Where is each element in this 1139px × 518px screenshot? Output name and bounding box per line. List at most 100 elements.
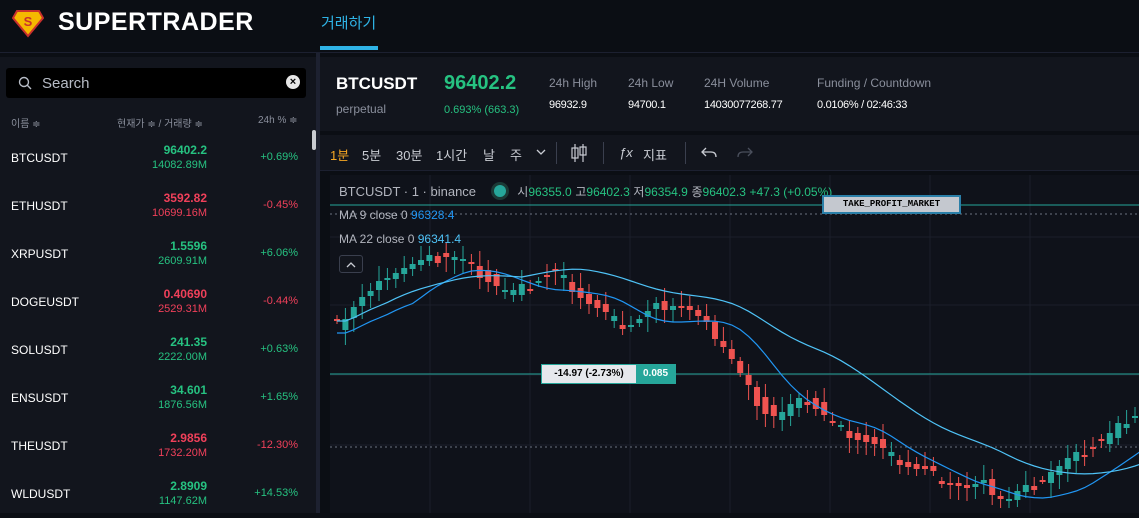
candle-body: [1006, 499, 1012, 501]
stat-value-low: 94700.1: [628, 99, 666, 111]
column-header-change[interactable]: 24h % ≑: [258, 115, 298, 126]
indicator-button[interactable]: 지표: [643, 148, 667, 163]
candle-body: [619, 325, 626, 329]
market-change: +1.65%: [260, 391, 298, 403]
timeframe-1h[interactable]: 1시간: [436, 148, 468, 163]
clear-search-icon[interactable]: ×: [286, 75, 300, 89]
market-change: +0.69%: [260, 151, 298, 163]
market-row-solusdt[interactable]: SOLUSDT 241.35 2222.00M +0.63%: [0, 324, 316, 372]
toolbar-separator: [685, 142, 686, 164]
ohlc-close-label: 종: [691, 185, 703, 199]
chevron-down-icon[interactable]: [536, 148, 546, 156]
candle-body: [686, 306, 693, 310]
candle-body: [476, 266, 483, 278]
candle-body: [1106, 433, 1113, 444]
ohlc-close-value: 96402.3: [702, 185, 746, 199]
candlestick-chart[interactable]: [330, 175, 1139, 513]
candle-body: [611, 316, 618, 321]
nav-tab-trade[interactable]: 거래하기: [321, 15, 377, 32]
market-row-ethusdt[interactable]: ETHUSDT 3592.82 10699.16M -0.45%: [0, 180, 316, 228]
market-row-ensusdt[interactable]: ENSUSDT 34.601 1876.56M +1.65%: [0, 372, 316, 420]
candlestick-type-icon[interactable]: [570, 143, 588, 163]
candle-body: [947, 483, 954, 485]
candle-body: [670, 306, 676, 310]
market-symbol: THEUSDT: [11, 439, 68, 453]
market-volume: 1876.56M: [158, 399, 207, 411]
nav-tab-underline: [320, 46, 378, 50]
candle-body: [577, 288, 584, 298]
sidebar-scrollbar[interactable]: [312, 130, 316, 150]
ma22-legend: MA 22 close 0 96341.4: [339, 232, 461, 246]
toolbar-separator: [556, 142, 557, 164]
price-chart[interactable]: BTCUSDT · 1 · binance 시96355.0 고96402.3 …: [330, 175, 1139, 513]
candle-body: [502, 290, 508, 292]
candle-body: [737, 361, 744, 373]
timeframe-5m[interactable]: 5분: [362, 148, 382, 163]
market-volume: 2529.31M: [158, 303, 207, 315]
search-placeholder: Search: [42, 75, 90, 92]
market-row-dogeusdt[interactable]: DOGEUSDT 0.40690 2529.31M -0.44%: [0, 276, 316, 324]
undo-icon[interactable]: [701, 146, 717, 160]
market-row-xrpusdt[interactable]: XRPUSDT 1.5596 2609.91M +6.06%: [0, 228, 316, 276]
candle-body: [518, 284, 525, 295]
market-row-theusdt[interactable]: THEUSDT 2.9856 1732.20M -12.30%: [0, 420, 316, 468]
candle-body: [586, 294, 592, 304]
position-quantity: 0.085: [642, 368, 669, 379]
candle-body: [854, 433, 861, 440]
candle-body: [392, 273, 399, 279]
ticker-header: BTCUSDT perpetual 96402.2 0.693% (663.3)…: [320, 57, 1139, 131]
candle-body: [1022, 485, 1029, 492]
market-row-wldusdt[interactable]: WLDUSDT 2.8909 1147.62M +14.53%: [0, 468, 316, 516]
candle-body: [594, 300, 601, 308]
candle-body: [569, 282, 576, 292]
market-symbol: SOLUSDT: [11, 343, 68, 357]
ma9-line: [337, 269, 1139, 499]
candle-body: [1132, 416, 1138, 418]
candle-body: [787, 404, 794, 416]
market-volume: 2609.91M: [158, 255, 207, 267]
market-price: 2.8909: [170, 479, 207, 493]
redo-icon[interactable]: [737, 146, 753, 160]
ma9-value: 96328.4: [411, 208, 455, 222]
candle-body: [443, 253, 450, 257]
candle-body: [896, 460, 903, 465]
timeframe-1m[interactable]: 1분: [330, 148, 350, 163]
superman-logo-icon: S: [12, 10, 44, 38]
candle-body: [762, 397, 769, 414]
market-change: -0.44%: [263, 295, 298, 307]
candle-body: [342, 319, 349, 330]
market-volume: 10699.16M: [151, 207, 207, 219]
candle-body: [460, 259, 466, 261]
ticker-subtitle: perpetual: [336, 102, 387, 116]
stat-label-low: 24h Low: [628, 76, 674, 90]
market-price: 34.601: [170, 383, 207, 397]
candle-body: [913, 464, 920, 469]
candle-body: [426, 255, 433, 261]
candle-body: [796, 398, 802, 408]
column-header-price-volume[interactable]: 현재가 ≑ / 거래량 ≑: [117, 119, 203, 130]
indicator-fx-icon[interactable]: ƒx: [619, 145, 633, 160]
candle-body: [728, 349, 735, 359]
search-input[interactable]: Search ×: [6, 68, 306, 98]
take-profit-order-label[interactable]: TAKE_PROFIT_MARKET: [822, 195, 961, 214]
candle-body: [1115, 423, 1122, 438]
candle-body: [703, 316, 710, 322]
collapse-legend-button[interactable]: [339, 255, 363, 273]
column-header-name[interactable]: 이름 ≑: [11, 119, 41, 130]
candle-body: [922, 466, 928, 469]
timeframe-week[interactable]: 주: [510, 148, 522, 163]
candle-body: [384, 278, 391, 280]
market-row-btcusdt[interactable]: BTCUSDT 96402.2 14082.89M +0.69%: [0, 132, 316, 180]
svg-text:S: S: [24, 14, 33, 29]
candle-body: [661, 301, 668, 310]
candle-body: [409, 264, 416, 269]
timeframe-30m[interactable]: 30분: [396, 148, 423, 163]
candle-body: [997, 496, 1004, 499]
position-label[interactable]: -14.97 (-2.73%) 0.085: [541, 364, 676, 384]
candle-body: [451, 257, 458, 260]
timeframe-day[interactable]: 날: [483, 148, 495, 163]
market-symbol: XRPUSDT: [11, 247, 69, 261]
ohlc-open-value: 96355.0: [528, 185, 572, 199]
candle-body: [636, 319, 643, 323]
candle-body: [510, 290, 517, 295]
